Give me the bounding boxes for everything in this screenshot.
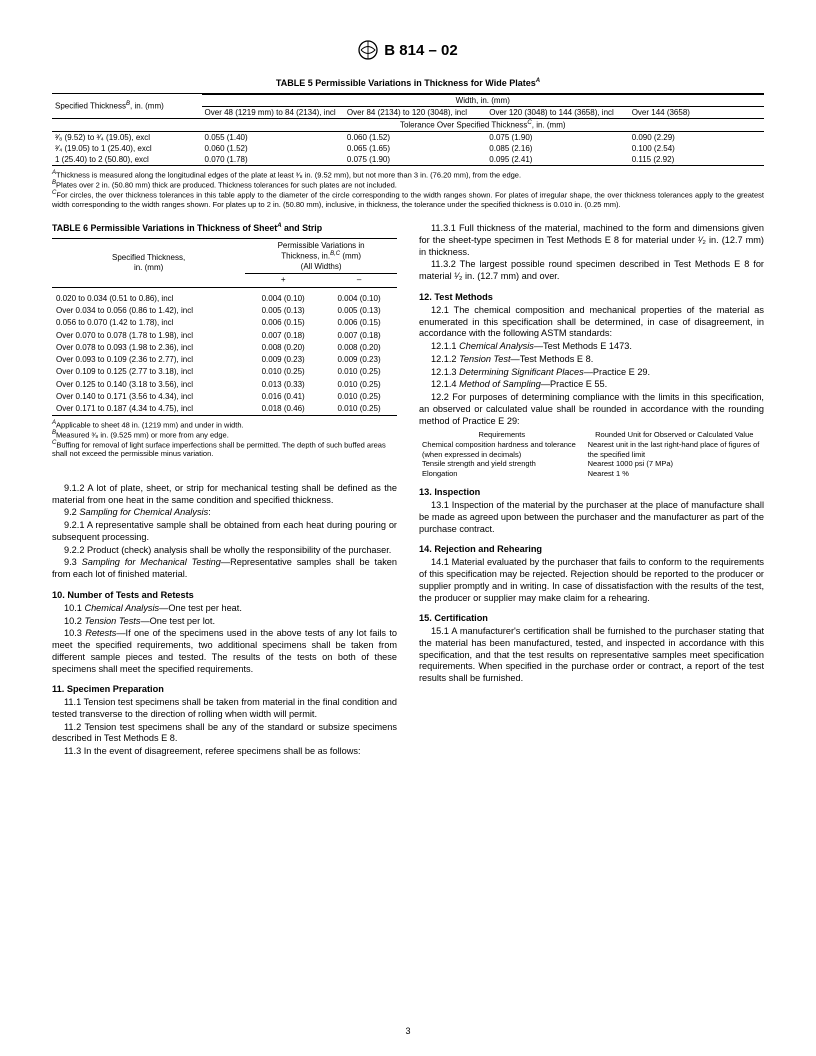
para-10-3: 10.3 Retests—If one of the specimens use…: [52, 628, 397, 675]
page-header: B 814 – 02: [52, 40, 764, 62]
right-column: 11.3.1 Full thickness of the material, m…: [419, 223, 764, 759]
para-11-3: 11.3 In the event of disagreement, refer…: [52, 746, 397, 758]
para-9-3: 9.3 Sampling for Mechanical Testing—Repr…: [52, 557, 397, 581]
para-11-2: 11.2 Tension test specimens shall be any…: [52, 722, 397, 746]
table5-footnotes: AThickness is measured along the longitu…: [52, 170, 764, 209]
page-number: 3: [405, 1026, 410, 1036]
table-row: Over 0.109 to 0.125 (2.77 to 3.18), incl…: [52, 366, 397, 378]
table-row: Over 0.140 to 0.171 (3.56 to 4.34), incl…: [52, 391, 397, 403]
section-11-title: 11. Specimen Preparation: [52, 684, 397, 696]
table-row: Over 0.078 to 0.093 (1.98 to 2.36), incl…: [52, 342, 397, 354]
para-12-2: 12.2 For purposes of determining complia…: [419, 392, 764, 427]
para-12-1: 12.1 The chemical composition and mechan…: [419, 305, 764, 340]
table-row: ³⁄₄ (19.05) to 1 (25.40), excl0.060 (1.5…: [52, 143, 764, 154]
para-10-1: 10.1 Chemical Analysis—One test per heat…: [52, 603, 397, 615]
para-12-1-1: 12.1.1 Chemical Analysis—Test Methods E …: [419, 341, 764, 353]
para-15-1: 15.1 A manufacturer's certification shal…: [419, 626, 764, 685]
table-row: 0.056 to 0.070 (1.42 to 1.78), incl0.006…: [52, 317, 397, 329]
rounding-table: RequirementsRounded Unit for Observed or…: [419, 430, 764, 478]
para-12-1-3: 12.1.3 Determining Significant Places—Pr…: [419, 367, 764, 379]
section-10-title: 10. Number of Tests and Retests: [52, 590, 397, 602]
para-9-2-1: 9.2.1 A representative sample shall be o…: [52, 520, 397, 544]
table-row: Over 0.125 to 0.140 (3.18 to 3.56), incl…: [52, 379, 397, 391]
section-12-title: 12. Test Methods: [419, 292, 764, 304]
table-row: ElongationNearest 1 %: [419, 469, 764, 479]
para-14-1: 14.1 Material evaluated by the purchaser…: [419, 557, 764, 604]
section-13-title: 13. Inspection: [419, 487, 764, 499]
table-row: Over 0.070 to 0.078 (1.78 to 1.98), incl…: [52, 330, 397, 342]
table5: Specified ThicknessB, in. (mm) Width, in…: [52, 93, 764, 166]
para-11-3-1: 11.3.1 Full thickness of the material, m…: [419, 223, 764, 258]
table-row: Over 0.034 to 0.056 (0.86 to 1.42), incl…: [52, 305, 397, 317]
para-9-2: 9.2 Sampling for Chemical Analysis:: [52, 507, 397, 519]
table6-footnotes: AApplicable to sheet 48 in. (1219 mm) an…: [52, 420, 397, 459]
para-9-1-2: 9.1.2 A lot of plate, sheet, or strip fo…: [52, 483, 397, 507]
para-9-2-2: 9.2.2 Product (check) analysis shall be …: [52, 545, 397, 557]
table-row: 1 (25.40) to 2 (50.80), excl0.070 (1.78)…: [52, 154, 764, 166]
left-column: TABLE 6 Permissible Variations in Thickn…: [52, 223, 397, 759]
para-11-3-2: 11.3.2 The largest possible round specim…: [419, 259, 764, 283]
astm-logo-icon: [358, 40, 378, 60]
para-12-1-2: 12.1.2 Tension Test—Test Methods E 8.: [419, 354, 764, 366]
designation-title: B 814 – 02: [358, 40, 457, 60]
para-11-1: 11.1 Tension test specimens shall be tak…: [52, 697, 397, 721]
para-10-2: 10.2 Tension Tests—One test per lot.: [52, 616, 397, 628]
table5-title: TABLE 5 Permissible Variations in Thickn…: [52, 78, 764, 88]
para-12-1-4: 12.1.4 Method of Sampling—Practice E 55.: [419, 379, 764, 391]
table-row: Over 0.093 to 0.109 (2.36 to 2.77), incl…: [52, 354, 397, 366]
table6: Specified Thickness,in. (mm) Permissible…: [52, 238, 397, 416]
table-row: ³⁄₈ (9.52) to ³⁄₄ (19.05), excl0.055 (1.…: [52, 131, 764, 143]
table-row: 0.020 to 0.034 (0.51 to 0.86), incl0.004…: [52, 293, 397, 305]
table6-title: TABLE 6 Permissible Variations in Thickn…: [52, 223, 397, 234]
section-15-title: 15. Certification: [419, 613, 764, 625]
table-row: Chemical composition hardness and tolera…: [419, 440, 764, 459]
section-14-title: 14. Rejection and Rehearing: [419, 544, 764, 556]
table-row: Over 0.171 to 0.187 (4.34 to 4.75), incl…: [52, 403, 397, 416]
para-13-1: 13.1 Inspection of the material by the p…: [419, 500, 764, 535]
designation-text: B 814 – 02: [384, 42, 457, 59]
table-row: Tensile strength and yield strengthNeare…: [419, 459, 764, 469]
